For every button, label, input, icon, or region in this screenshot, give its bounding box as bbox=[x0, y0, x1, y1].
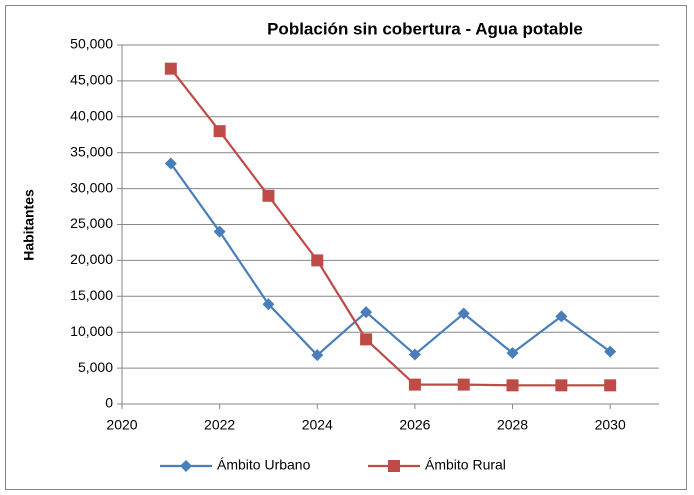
chart-title: Población sin cobertura - Agua potable bbox=[267, 19, 583, 38]
y-tick-label: 40,000 bbox=[70, 108, 113, 124]
y-tick-label: 15,000 bbox=[70, 287, 113, 303]
chart-border bbox=[5, 5, 687, 490]
y-tick-label: 20,000 bbox=[70, 251, 113, 267]
x-tick-label: 2026 bbox=[399, 417, 430, 433]
x-tick-label: 2020 bbox=[106, 417, 137, 433]
data-point bbox=[408, 378, 421, 391]
y-tick-label: 5,000 bbox=[78, 359, 113, 375]
y-tick-label: 30,000 bbox=[70, 179, 113, 195]
data-point bbox=[213, 125, 226, 138]
legend-marker bbox=[388, 460, 400, 472]
data-point bbox=[506, 379, 519, 392]
y-tick-label: 35,000 bbox=[70, 143, 113, 159]
data-point bbox=[262, 298, 275, 311]
x-tick-label: 2022 bbox=[204, 417, 235, 433]
data-point bbox=[457, 378, 470, 391]
x-tick-label: 2024 bbox=[302, 417, 333, 433]
data-point bbox=[311, 349, 324, 362]
data-point bbox=[164, 62, 177, 75]
data-point bbox=[360, 306, 373, 319]
y-tick-label: 50,000 bbox=[70, 36, 113, 52]
series-line bbox=[169, 68, 611, 387]
data-point bbox=[164, 157, 177, 170]
data-point bbox=[604, 379, 617, 392]
x-tick-label: 2028 bbox=[497, 417, 528, 433]
data-point bbox=[555, 310, 568, 323]
data-point bbox=[555, 379, 568, 392]
y-tick-label: 10,000 bbox=[70, 323, 113, 339]
y-axis-title: Habitantes bbox=[21, 189, 37, 261]
x-tick-label: 2030 bbox=[595, 417, 626, 433]
data-point bbox=[604, 345, 617, 358]
legend-marker bbox=[180, 460, 192, 472]
data-point bbox=[506, 347, 519, 360]
y-tick-label: 0 bbox=[105, 395, 113, 411]
data-point bbox=[262, 189, 275, 202]
series-line bbox=[169, 162, 611, 357]
legend-label: Ámbito Rural bbox=[425, 457, 506, 473]
data-point bbox=[408, 348, 421, 361]
data-point bbox=[360, 333, 373, 346]
data-point bbox=[213, 225, 226, 238]
data-point bbox=[457, 307, 470, 320]
legend-label: Ámbito Urbano bbox=[217, 457, 311, 473]
data-point bbox=[311, 254, 324, 267]
y-tick-label: 25,000 bbox=[70, 215, 113, 231]
y-tick-label: 45,000 bbox=[70, 72, 113, 88]
